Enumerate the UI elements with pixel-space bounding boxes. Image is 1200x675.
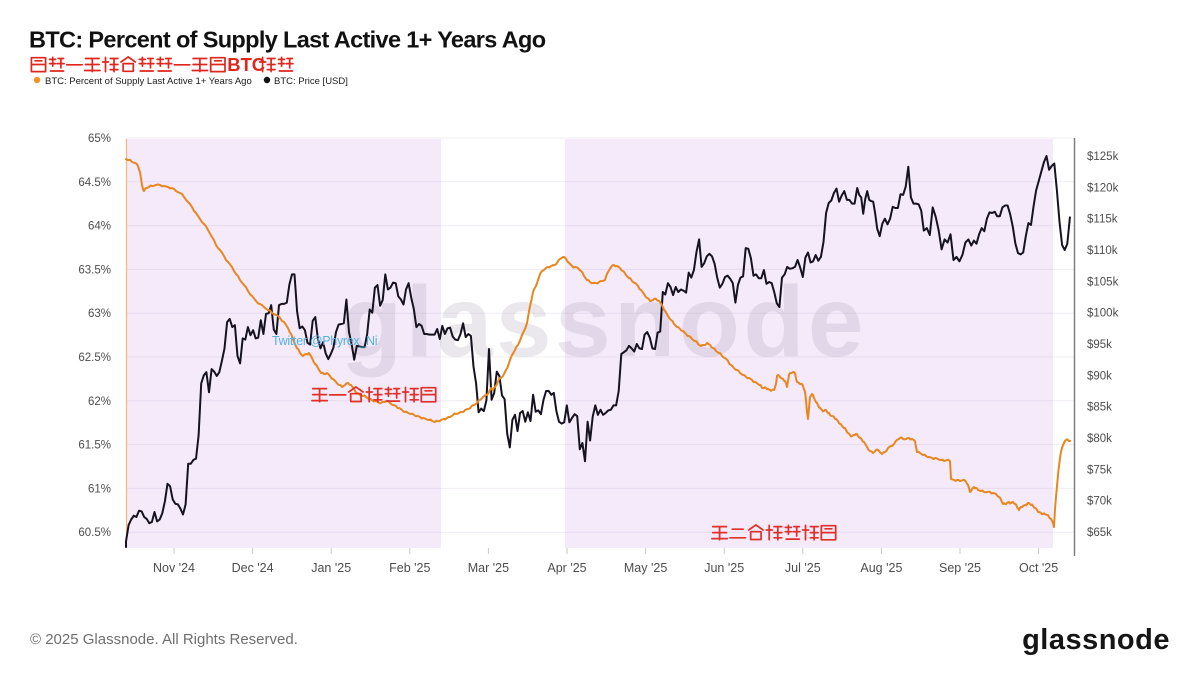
- svg-text:Apr '25: Apr '25: [547, 561, 586, 575]
- svg-text:Oct '25: Oct '25: [1019, 561, 1058, 575]
- svg-text:63.5%: 63.5%: [78, 264, 111, 276]
- svg-text:Jul '25: Jul '25: [785, 561, 821, 575]
- svg-text:Mar '25: Mar '25: [468, 561, 509, 575]
- svg-text:$85k: $85k: [1087, 402, 1112, 414]
- svg-text:64%: 64%: [88, 221, 111, 233]
- svg-text:$100k: $100k: [1087, 308, 1119, 320]
- svg-text:BTC: BTC: [227, 54, 265, 75]
- svg-text:Dec '24: Dec '24: [232, 561, 274, 575]
- svg-text:62.5%: 62.5%: [78, 352, 111, 364]
- svg-text:$80k: $80k: [1087, 433, 1112, 445]
- svg-text:64.5%: 64.5%: [78, 177, 111, 189]
- svg-text:BTC: Percent of Supply Last Ac: BTC: Percent of Supply Last Active 1+ Ye…: [45, 76, 252, 87]
- svg-text:BTC: Percent of Supply Last Ac: BTC: Percent of Supply Last Active 1+ Ye…: [29, 27, 546, 53]
- svg-text:$90k: $90k: [1087, 370, 1112, 382]
- svg-text:May '25: May '25: [624, 561, 667, 575]
- svg-text:BTC: Price [USD]: BTC: Price [USD]: [274, 76, 348, 87]
- svg-text:Jun '25: Jun '25: [704, 561, 744, 575]
- svg-text:Sep '25: Sep '25: [939, 561, 981, 575]
- svg-text:$70k: $70k: [1087, 496, 1112, 508]
- svg-text:Aug '25: Aug '25: [860, 561, 902, 575]
- svg-text:$125k: $125k: [1087, 151, 1119, 163]
- svg-text:Feb '25: Feb '25: [389, 561, 430, 575]
- svg-text:$95k: $95k: [1087, 339, 1112, 351]
- svg-text:63%: 63%: [88, 308, 111, 320]
- svg-text:61%: 61%: [88, 483, 111, 495]
- svg-text:$75k: $75k: [1087, 464, 1112, 476]
- svg-text:$115k: $115k: [1087, 214, 1118, 226]
- svg-text:65%: 65%: [88, 133, 111, 145]
- svg-text:$65k: $65k: [1087, 527, 1112, 539]
- svg-text:60.5%: 60.5%: [78, 527, 111, 539]
- svg-text:Nov '24: Nov '24: [153, 561, 195, 575]
- svg-text:61.5%: 61.5%: [78, 440, 111, 452]
- svg-text:$110k: $110k: [1087, 245, 1118, 257]
- svg-text:© 2025 Glassnode. All Rights R: © 2025 Glassnode. All Rights Reserved.: [30, 631, 298, 648]
- svg-text:Jan '25: Jan '25: [311, 561, 351, 575]
- svg-text:$120k: $120k: [1087, 182, 1119, 194]
- svg-text:glassnode: glassnode: [1022, 624, 1170, 656]
- svg-text:Twitter @Phyrex_Ni: Twitter @Phyrex_Ni: [272, 334, 377, 348]
- svg-text:62%: 62%: [88, 396, 111, 408]
- svg-text:$105k: $105k: [1087, 276, 1119, 288]
- svg-text:glassnode: glassnode: [341, 266, 867, 378]
